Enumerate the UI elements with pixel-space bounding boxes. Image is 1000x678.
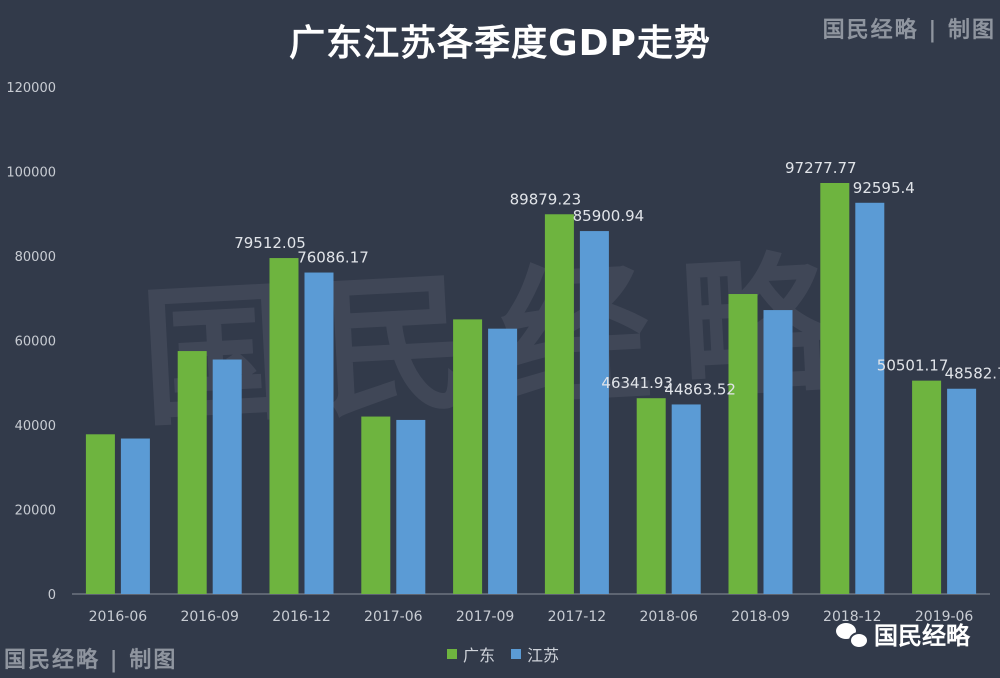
bar-jiangsu-2016-09 xyxy=(212,359,242,594)
y-tick-label: 60000 xyxy=(15,335,56,350)
data-label: 79512.05 xyxy=(234,234,306,252)
data-label: 85900.94 xyxy=(573,207,645,225)
bar-guangdong-2018-09 xyxy=(728,294,758,594)
chart-title: 广东江苏各季度GDP走势 xyxy=(289,23,711,64)
bar-guangdong-2017-06 xyxy=(361,416,391,594)
bar-guangdong-2017-12 xyxy=(544,214,574,594)
x-tick-label: 2016-09 xyxy=(180,609,239,625)
data-label: 97277.77 xyxy=(785,159,857,177)
data-label: 44863.52 xyxy=(664,380,736,398)
legend-swatch-guangdong xyxy=(447,649,457,659)
brand-credit-bottom: 国民经略 | 制图 xyxy=(4,647,178,673)
x-tick-label: 2016-12 xyxy=(272,609,331,625)
bar-guangdong-2016-06 xyxy=(85,434,115,594)
bar-guangdong-2016-09 xyxy=(177,351,207,594)
x-tick-label: 2017-09 xyxy=(456,609,515,625)
y-tick-label: 0 xyxy=(48,588,56,603)
data-label: 46341.93 xyxy=(601,374,673,392)
y-tick-label: 40000 xyxy=(15,419,56,434)
legend-label-jiangsu: 江苏 xyxy=(527,646,560,665)
legend-item-guangdong: 广东 xyxy=(447,642,495,666)
bar-jiangsu-2018-06 xyxy=(671,404,701,594)
bar-jiangsu-2018-12 xyxy=(855,202,885,595)
data-label: 48582.7 xyxy=(945,365,1000,383)
x-tick-label: 2017-12 xyxy=(548,609,607,625)
bar-jiangsu-2016-12 xyxy=(304,272,334,594)
legend-swatch-jiangsu xyxy=(511,649,522,659)
bar-guangdong-2018-12 xyxy=(820,183,850,595)
bar-guangdong-2016-12 xyxy=(269,258,299,594)
bar-jiangsu-2016-06 xyxy=(120,438,150,594)
y-tick-label: 120000 xyxy=(6,81,56,96)
legend-label-guangdong: 广东 xyxy=(463,646,496,665)
x-tick-label: 2018-06 xyxy=(639,609,698,625)
data-label: 76086.17 xyxy=(297,249,369,267)
x-tick-label: 2018-09 xyxy=(731,609,790,625)
x-tick-label: 2017-06 xyxy=(364,609,423,625)
data-label: 50501.17 xyxy=(877,357,949,375)
y-tick-label: 100000 xyxy=(6,166,56,181)
wechat-watermark: 国民经略 xyxy=(836,616,970,651)
chart-bars xyxy=(85,183,977,595)
wechat-label: 国民经略 xyxy=(874,622,970,650)
y-tick-label: 20000 xyxy=(15,504,56,519)
y-tick-label: 80000 xyxy=(15,250,56,265)
bar-jiangsu-2017-12 xyxy=(579,231,609,594)
bar-guangdong-2018-06 xyxy=(636,398,666,594)
x-tick-label: 2018-12 xyxy=(823,609,882,625)
chart-legend: 广东 江苏 xyxy=(447,642,559,666)
x-tick-label: 2016-06 xyxy=(89,609,148,625)
brand-credit-top: 国民经略 | 制图 xyxy=(822,17,996,43)
data-label: 92595.4 xyxy=(853,179,915,197)
bar-guangdong-2019-06 xyxy=(912,380,942,594)
legend-item-jiangsu: 江苏 xyxy=(511,642,559,666)
wechat-icon xyxy=(836,621,869,649)
x-tick-label: 2019-06 xyxy=(915,609,974,625)
bar-guangdong-2017-09 xyxy=(453,319,483,594)
bar-jiangsu-2017-09 xyxy=(488,328,518,594)
bar-jiangsu-2017-06 xyxy=(396,419,426,594)
bar-jiangsu-2019-06 xyxy=(947,388,977,594)
bar-jiangsu-2018-09 xyxy=(763,310,793,594)
data-label: 89879.23 xyxy=(510,190,582,208)
